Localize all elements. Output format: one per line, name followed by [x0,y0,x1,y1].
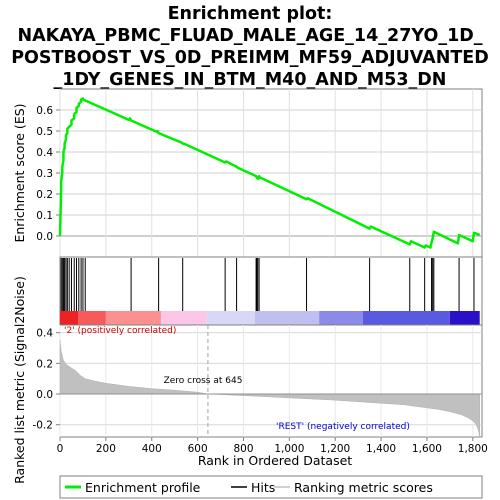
es-y-tick-label: 0.2 [36,189,53,201]
es-y-axis-label: Enrichment score (ES) [12,103,27,242]
rank-color-segment [105,311,161,325]
x-tick-label: 1,200 [320,443,350,455]
metric-y-tick-label: 0.4 [36,328,53,340]
negative-correlation-label: 'REST' (negatively correlated) [276,422,410,432]
x-tick-label: 400 [142,443,162,455]
x-tick-label: 200 [96,443,116,455]
rank-color-segment [319,311,363,325]
ranking-metric-series [59,340,482,438]
metric-y-axis-ticks: -0.2 0.0 0.2 0.4 [33,328,60,432]
rank-color-segment [160,311,207,325]
legend: Enrichment profile Hits Ranking metric s… [59,475,483,499]
es-panel-gridlines [59,89,482,257]
legend-frame [59,475,483,499]
chart-title-line-0: Enrichment plot: [168,4,333,24]
zero-cross-label: Zero cross at 645 [164,376,243,386]
hit-markers [60,258,475,311]
metric-y-tick-label: 0.2 [36,358,53,370]
metric-y-axis-label: Ranked list metric (Signal2Noise) [12,276,27,484]
rank-color-segment [362,311,450,325]
x-tick-label: 1,000 [274,443,304,455]
chart-title: Enrichment plot:NAKAYA_PBMC_FLUAD_MALE_A… [11,4,489,90]
x-tick-label: 600 [188,443,208,455]
enrichment-profile-series [58,97,481,249]
legend-enrichment-label: Enrichment profile [85,480,201,495]
chart-title-line-2: POSTBOOST_VS_0D_PREIMM_MF59_ADJUVANTED [11,48,489,68]
rank-color-bar [60,311,480,325]
ranking-metric-area [59,340,480,438]
es-y-tick-label: 0.5 [36,126,53,138]
rank-color-segment [254,311,320,325]
rank-color-segment [78,311,106,325]
x-axis-ticks: 0 200 400 600 800 1,000 1,200 1,400 1,600 1,800 [57,437,488,455]
es-y-tick-label: 0.6 [36,105,53,117]
metric-y-tick-label: -0.2 [33,420,54,432]
hits-panel [59,256,483,326]
es-panel: 0.0 0.1 0.2 0.3 0.4 0.5 0.6 Enrichment score (… [12,88,483,258]
es-y-axis-ticks: 0.0 0.1 0.2 0.3 0.4 0.5 0.6 [36,105,60,243]
rank-color-segment [60,311,79,325]
chart-title-line-1: NAKAYA_PBMC_FLUAD_MALE_AGE_14_27YO_1D_ [17,26,482,46]
legend-metric-label: Ranking metric scores [294,480,433,495]
x-tick-label: 1,600 [412,443,442,455]
es-y-tick-label: 0.3 [36,168,53,180]
x-axis-label: Rank in Ordered Dataset [198,453,352,468]
metric-panel-frame [59,324,483,438]
es-y-tick-label: 0.0 [36,231,53,243]
rank-color-segment [449,311,480,325]
metric-y-tick-label: 0.0 [36,389,53,401]
x-tick-label: 1,800 [458,443,488,455]
rank-color-segment [206,311,255,325]
metric-panel: -0.2 0.0 0.2 0.4 Zero cross at 645 '2' (pos… [12,276,483,484]
x-tick-label: 800 [233,443,253,455]
chart-title-line-3: _1DY_GENES_IN_BTM_M40_AND_M53_DN [54,70,447,90]
positive-correlation-label: '2' (positively correlated) [64,326,176,336]
es-y-tick-label: 0.1 [36,210,53,222]
x-tick-label: 1,400 [366,443,396,455]
legend-hits-label: Hits [251,480,275,495]
x-tick-label: 0 [57,443,64,455]
es-y-tick-label: 0.4 [36,147,53,159]
enrichment-profile-line [58,97,481,249]
